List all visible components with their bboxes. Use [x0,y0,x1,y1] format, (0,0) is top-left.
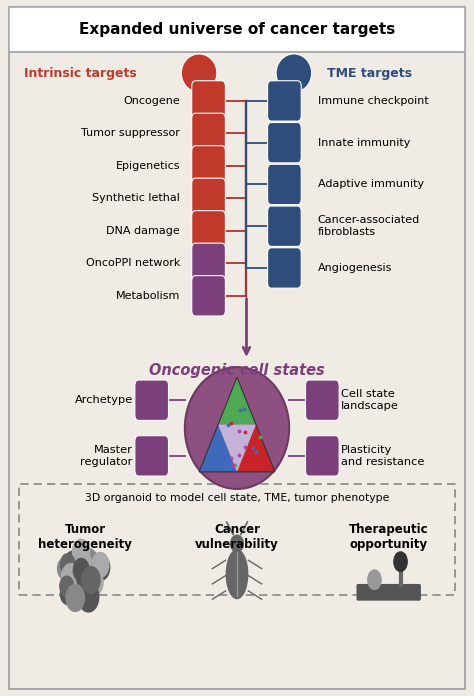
Text: Adaptive immunity: Adaptive immunity [318,180,424,189]
Text: Oncogene: Oncogene [123,96,180,106]
FancyBboxPatch shape [191,113,226,154]
FancyBboxPatch shape [191,211,226,251]
Circle shape [57,558,72,579]
Circle shape [60,583,75,605]
Ellipse shape [230,535,244,553]
Circle shape [79,568,92,587]
Circle shape [77,567,93,591]
Circle shape [70,556,86,580]
Circle shape [368,570,381,590]
Text: Angiogenesis: Angiogenesis [318,263,392,273]
Text: 3D organoid to model cell state, TME, tumor phenotype: 3D organoid to model cell state, TME, tu… [85,493,389,503]
Circle shape [60,576,74,596]
Text: Expanded universe of cancer targets: Expanded universe of cancer targets [79,22,395,37]
Circle shape [66,585,84,611]
Text: Cancer
vulnerability: Cancer vulnerability [195,523,279,551]
FancyBboxPatch shape [267,81,301,121]
Text: TME targets: TME targets [327,67,412,79]
Text: Metabolism: Metabolism [116,291,180,301]
Text: Innate immunity: Innate immunity [318,138,410,148]
FancyBboxPatch shape [306,380,339,420]
Text: Oncogenic cell states: Oncogenic cell states [149,363,325,378]
FancyBboxPatch shape [191,178,226,219]
Circle shape [75,553,92,577]
Text: Epigenetics: Epigenetics [116,161,180,171]
Circle shape [394,552,407,571]
FancyBboxPatch shape [267,122,301,163]
Ellipse shape [226,549,248,599]
Text: Cell state
landscape: Cell state landscape [341,389,399,411]
Text: DNA damage: DNA damage [106,226,180,236]
Text: OncoPPI network: OncoPPI network [86,258,180,269]
Circle shape [73,578,88,600]
FancyBboxPatch shape [306,436,339,476]
Circle shape [78,582,99,612]
Text: Immune checkpoint: Immune checkpoint [318,96,428,106]
FancyBboxPatch shape [356,584,421,601]
Polygon shape [237,425,275,472]
Circle shape [82,567,100,593]
Polygon shape [218,377,256,425]
FancyBboxPatch shape [135,436,169,476]
FancyBboxPatch shape [191,145,226,186]
Ellipse shape [181,54,217,93]
Text: Tumor suppressor: Tumor suppressor [81,128,180,139]
Circle shape [73,539,90,564]
Circle shape [64,551,83,580]
Circle shape [92,553,109,577]
Text: Plasticity
and resistance: Plasticity and resistance [341,445,425,467]
FancyBboxPatch shape [267,248,301,288]
Ellipse shape [276,54,311,93]
Circle shape [86,570,103,595]
FancyBboxPatch shape [9,7,465,52]
Circle shape [92,555,109,580]
Text: Therapeutic
opportunity: Therapeutic opportunity [349,523,428,551]
Text: Intrinsic targets: Intrinsic targets [24,67,137,79]
Text: Tumor
heterogeneity: Tumor heterogeneity [38,523,132,551]
Text: Archetype: Archetype [74,395,133,405]
Circle shape [61,564,81,593]
FancyBboxPatch shape [191,81,226,121]
Circle shape [61,554,75,575]
Ellipse shape [185,367,289,489]
FancyBboxPatch shape [267,206,301,246]
FancyBboxPatch shape [135,380,169,420]
Polygon shape [199,425,237,472]
FancyBboxPatch shape [191,276,226,316]
Text: Synthetic lethal: Synthetic lethal [92,193,180,203]
Circle shape [76,561,90,580]
Circle shape [73,558,89,582]
Circle shape [76,548,99,582]
Text: Cancer-associated
fibroblasts: Cancer-associated fibroblasts [318,215,420,237]
Text: Master
regulator: Master regulator [81,445,133,467]
Polygon shape [218,425,256,472]
Circle shape [74,549,94,578]
FancyBboxPatch shape [267,164,301,205]
FancyBboxPatch shape [191,243,226,283]
